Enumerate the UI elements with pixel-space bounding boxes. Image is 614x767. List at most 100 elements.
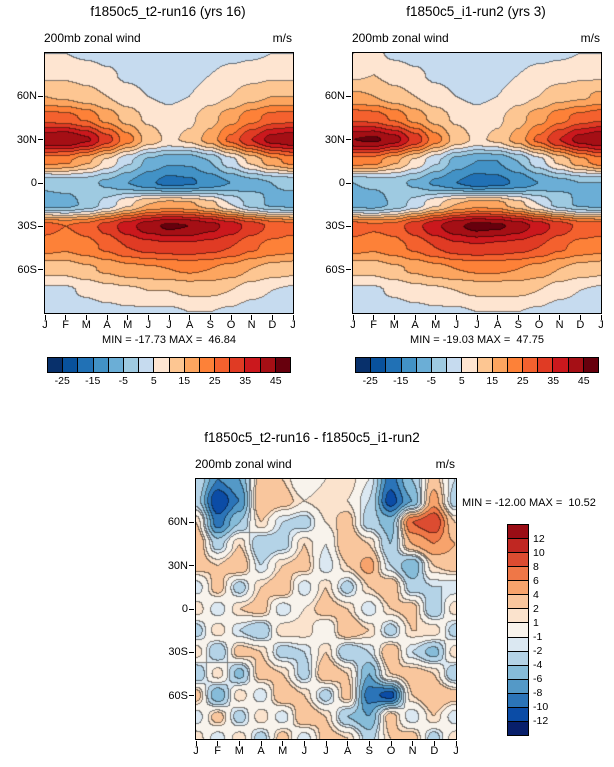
panel1-title: f1850c5_t2-run16 (yrs 16)	[90, 4, 246, 19]
latitude-label: 30S	[17, 220, 37, 233]
x-axis-tick	[65, 315, 67, 320]
month-label: O	[386, 745, 396, 757]
diff-contour-canvas	[196, 479, 456, 739]
panel2-contour-canvas	[353, 53, 601, 313]
panel1-contour-plot: 60N 30N 0 30S 60S	[17, 52, 294, 320]
colorbar-cell	[508, 707, 528, 722]
latitude-label: 0	[338, 177, 345, 189]
month-label: D	[430, 745, 439, 757]
diff-colorbar-labels: 12 10 8 6 4 2 1 -1 -2 -4 -6 -8 -10 -12	[533, 524, 565, 736]
colorbar-cell	[386, 358, 402, 372]
colorbar-tick-label: 25	[208, 375, 221, 387]
colorbar-tick-label: 35	[547, 375, 560, 387]
y-axis-tick	[38, 182, 43, 184]
colorbar-cell	[508, 567, 528, 582]
y-axis-tick	[346, 182, 351, 184]
month-label: J	[193, 745, 199, 757]
month-label: S	[206, 319, 214, 331]
diff-field-label: 200mb zonal wind	[195, 457, 292, 471]
month-label: J	[145, 319, 152, 331]
colorbar-cell	[508, 525, 528, 540]
colorbar-cell	[538, 358, 554, 372]
x-axis-tick	[147, 315, 149, 320]
colorbar-cell	[508, 581, 528, 596]
colorbar-tick-label: -15	[85, 375, 101, 387]
colorbar-cell	[523, 358, 539, 372]
latitude-label: 30N	[16, 133, 37, 146]
diff-units-label: m/s	[435, 457, 455, 471]
x-axis-tick	[189, 315, 191, 320]
colorbar-cell	[78, 358, 94, 372]
colorbar-cell	[568, 358, 584, 372]
colorbar-cell	[508, 665, 528, 680]
colorbar-tick-label: 15	[486, 375, 499, 387]
colorbar-cell	[508, 651, 528, 666]
colorbar-cell	[123, 358, 140, 372]
x-axis-tick	[209, 315, 211, 320]
colorbar-tick-label: -2	[533, 645, 543, 657]
x-axis-tick	[85, 315, 87, 320]
latitude-label: 60N	[324, 90, 345, 103]
latitude-label: 30N	[324, 133, 345, 146]
colorbar-cell	[230, 358, 246, 372]
month-label: M	[81, 319, 91, 331]
x-axis-tick	[44, 315, 46, 320]
x-axis-tick	[230, 315, 232, 320]
month-label: D	[576, 319, 585, 331]
diff-contour-plot: 60N 30N 0 30S 60S	[168, 478, 457, 746]
panel1-units-label: m/s	[272, 31, 292, 45]
x-axis-tick	[217, 741, 219, 746]
colorbar-tick-label: -25	[54, 375, 70, 387]
colorbar-tick-label: 2	[533, 603, 539, 615]
colorbar-cell	[508, 721, 528, 735]
y-axis-tick	[38, 139, 43, 141]
month-label: N	[408, 745, 417, 757]
month-label: A	[103, 319, 111, 331]
y-axis-tick	[346, 139, 351, 141]
panel2-title: f1850c5_i1-run2 (yrs 3)	[406, 4, 546, 19]
colorbar-cell	[275, 358, 290, 372]
colorbar-tick-label: -6	[533, 673, 543, 685]
colorbar-tick-label: 6	[533, 575, 539, 587]
colorbar-cell	[199, 358, 216, 372]
colorbar-cell	[508, 539, 528, 554]
panel2-minmax-label: MIN = -19.03 MAX = 47.75	[410, 334, 544, 346]
y-axis-tick	[189, 695, 194, 697]
y-axis-tick	[346, 225, 351, 227]
colorbar-cell	[431, 358, 448, 372]
y-axis-tick	[346, 95, 351, 97]
colorbar-cell	[477, 358, 493, 372]
colorbar-cell	[508, 623, 528, 638]
colorbar-cell	[108, 358, 124, 372]
x-axis-tick	[435, 315, 437, 320]
panel1-colorbar	[47, 357, 291, 373]
month-label: A	[343, 745, 352, 757]
x-axis-tick	[238, 741, 240, 746]
y-axis-tick	[189, 565, 194, 567]
colorbar-tick-label: 45	[269, 375, 282, 387]
diff-panel-title: f1850c5_t2-run16 - f1850c5_i1-run2	[204, 430, 420, 445]
x-axis-tick	[292, 315, 294, 320]
colorbar-cell	[356, 358, 372, 372]
colorbar-cell	[462, 358, 478, 372]
panel2-contour-plot: 60N 30N 0 30S 60S	[325, 52, 602, 320]
colorbar-cell	[492, 358, 508, 372]
colorbar-tick-label: -25	[362, 375, 378, 387]
month-label: F	[214, 745, 222, 757]
colorbar-tick-label: -4	[533, 659, 543, 671]
latitude-label: 60S	[168, 689, 188, 702]
colorbar-cell	[371, 358, 387, 372]
month-label: N	[247, 319, 256, 331]
month-label: A	[257, 745, 265, 757]
y-axis-tick	[38, 95, 43, 97]
panel1-colorbar-labels: -25 -15 -5 5 15 25 35 45	[47, 375, 291, 387]
colorbar-tick-label: -8	[533, 687, 543, 699]
month-label: M	[278, 745, 288, 757]
colorbar-tick-label: 10	[533, 547, 545, 559]
diff-colorbar	[507, 524, 529, 736]
month-label: J	[474, 319, 480, 331]
